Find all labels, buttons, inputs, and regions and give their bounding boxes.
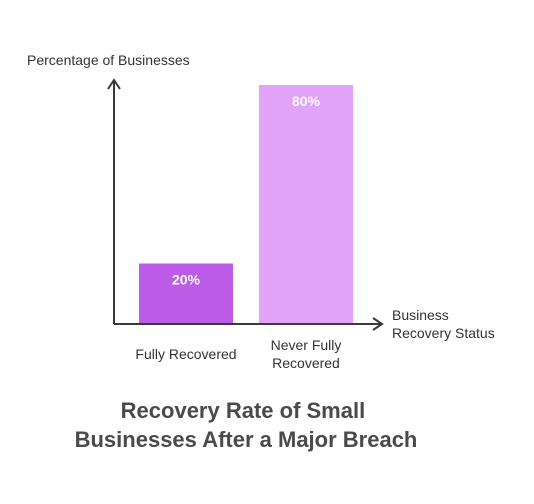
chart-title-line-1: Recovery Rate of Small	[121, 398, 366, 423]
bar-data-label-2: 80%	[292, 93, 321, 109]
chart-title: Recovery Rate of Small Businesses After …	[75, 398, 418, 452]
category-label-2-line-1: Never Fully	[271, 337, 342, 353]
chart-title-line-2: Businesses After a Major Breach	[75, 427, 418, 452]
bar-data-label-1: 20%	[172, 272, 201, 288]
bars-group: 20% Fully Recovered 80% Never Fully Recovere…	[135, 85, 353, 371]
bar-2	[259, 85, 353, 323]
category-label-2-line-2: Recovered	[272, 355, 340, 371]
category-label-1-line-1: Fully Recovered	[135, 346, 236, 362]
axes	[107, 78, 384, 331]
category-label-1: Fully Recovered	[135, 346, 236, 362]
x-axis-label-line-1: Business	[392, 307, 449, 323]
category-label-2: Never Fully Recovered	[271, 337, 342, 371]
x-axis-arrow	[372, 317, 384, 331]
y-axis-label: Percentage of Businesses	[27, 52, 190, 68]
bar-1	[139, 263, 233, 323]
y-axis-arrow	[107, 78, 121, 90]
x-axis-label-line-2: Recovery Status	[392, 325, 495, 341]
x-axis-label: Business Recovery Status	[392, 307, 495, 341]
